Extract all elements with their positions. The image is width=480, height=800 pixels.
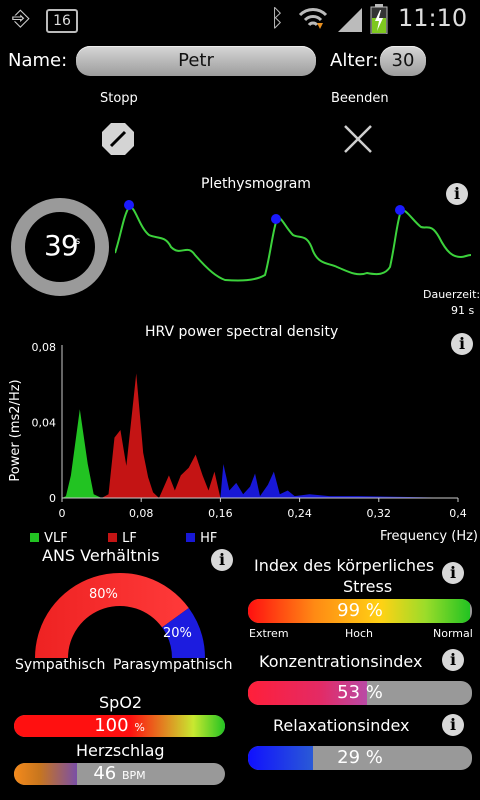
series-hf-area (220, 464, 458, 498)
parasympathetic-percent: 20% (163, 626, 192, 641)
legend-lf-swatch (108, 533, 117, 542)
legend-lf-label: LF (122, 531, 137, 546)
age-field[interactable]: 30 (380, 46, 426, 76)
y-tick-label: 0,04 (32, 417, 57, 430)
stress-title-line2: Stress (343, 577, 393, 596)
heart-unit: BPM (121, 769, 146, 782)
relaxation-value: 29 % (337, 747, 383, 768)
parasympathetic-label: Parasympathisch (113, 657, 233, 673)
hrv-title: HRV power spectral density (145, 324, 339, 340)
stress-scale-low: Extrem (249, 627, 289, 640)
spo2-unit: % (134, 721, 145, 734)
stress-bar: 99 % (248, 599, 472, 623)
stress-title-line1: Index des körperliches (254, 556, 435, 575)
x-tick-label: 0,08 (129, 507, 154, 520)
concentration-title: Konzentrationsindex (259, 652, 423, 671)
hrv-chart: 0 0,08 0,16 0,24 0,32 0,4 0 0,04 0,08 Power (ms2/… (8, 341, 478, 544)
ans-title: ANS Verhältnis (42, 546, 160, 565)
series-lf-area (101, 373, 221, 498)
wifi-icon (298, 8, 328, 29)
spo2-title: SpO2 (99, 693, 143, 712)
x-tick-label: 0,32 (367, 507, 392, 520)
legend-vlf: VLF (30, 527, 68, 546)
x-tick-label: 0,16 (208, 507, 233, 520)
plethysmogram-wave (115, 200, 472, 282)
bluetooth-icon: ᛒ (270, 4, 285, 32)
x-tick-label: 0,24 (287, 507, 312, 520)
timer-ring (11, 198, 109, 296)
timer-unit: s (75, 236, 81, 247)
duration-label: Dauerzeit: (423, 288, 480, 301)
stop-button[interactable] (101, 122, 135, 156)
peak-marker (124, 200, 134, 210)
concentration-value: 53 % (337, 682, 383, 703)
signal-icon (338, 8, 362, 32)
stress-scale-high: Normal (433, 627, 473, 640)
sympathetic-arc (35, 573, 189, 658)
hrv-info-icon[interactable]: i (451, 333, 473, 355)
close-icon (344, 125, 372, 153)
x-tick-label: 0,4 (449, 507, 467, 520)
clock: 11:10 (398, 4, 468, 32)
ans-gauge (35, 573, 205, 658)
usb-icon: ⎆ (12, 6, 30, 31)
peak-marker (271, 214, 281, 224)
status-bar: ⎆ 16 ᛒ 11:10 (0, 0, 480, 38)
sympathetic-percent: 80% (89, 587, 118, 602)
age-label: Alter: (330, 50, 379, 71)
concentration-bar: 53 % (248, 681, 472, 705)
heart-bar: 46 BPM (14, 763, 225, 785)
heart-title: Herzschlag (76, 741, 165, 760)
series-vlf-area (62, 409, 102, 498)
exit-label: Beenden (331, 91, 389, 106)
y-axis-label: Power (ms2/Hz) (8, 379, 23, 481)
stress-info-icon[interactable]: i (442, 562, 464, 584)
plethysmogram-title: Plethysmogram (201, 176, 311, 192)
legend-vlf-swatch (30, 533, 39, 542)
legend-lf: LF (108, 527, 137, 546)
stress-scale-mid: Hoch (345, 627, 374, 640)
y-tick-label: 0 (49, 492, 56, 505)
heart-value: 46 (93, 763, 117, 784)
legend-vlf-label: VLF (44, 531, 68, 546)
duration-value: 91 s (451, 304, 475, 317)
battery-icon (370, 4, 388, 34)
exit-button[interactable] (343, 124, 373, 154)
name-field[interactable]: Petr (76, 46, 316, 76)
relaxation-title: Relaxationsindex (273, 716, 410, 735)
x-axis-label: Frequency (Hz) (380, 529, 478, 544)
sympathetic-label: Sympathisch (15, 657, 106, 673)
stop-label: Stopp (100, 91, 138, 106)
spo2-value: 100 (94, 715, 129, 736)
relaxation-info-icon[interactable]: i (442, 714, 464, 736)
spo2-bar: 100 % (14, 715, 225, 737)
name-label: Name: (8, 50, 68, 71)
peak-marker (395, 205, 405, 215)
timer-seconds: 39 (44, 229, 79, 262)
concentration-info-icon[interactable]: i (442, 649, 464, 671)
stress-value: 99 % (337, 600, 383, 621)
relaxation-bar: 29 % (248, 746, 472, 770)
notification-count-badge: 16 (46, 9, 78, 33)
legend-hf: HF (186, 527, 217, 546)
legend-hf-swatch (186, 533, 195, 542)
ans-info-icon[interactable]: i (211, 549, 233, 571)
y-tick-label: 0,08 (32, 341, 57, 354)
legend-hf-label: HF (200, 531, 218, 546)
plethysmogram-info-icon[interactable]: i (446, 183, 468, 205)
x-tick-label: 0 (59, 507, 66, 520)
parasympathetic-arc (162, 608, 205, 658)
